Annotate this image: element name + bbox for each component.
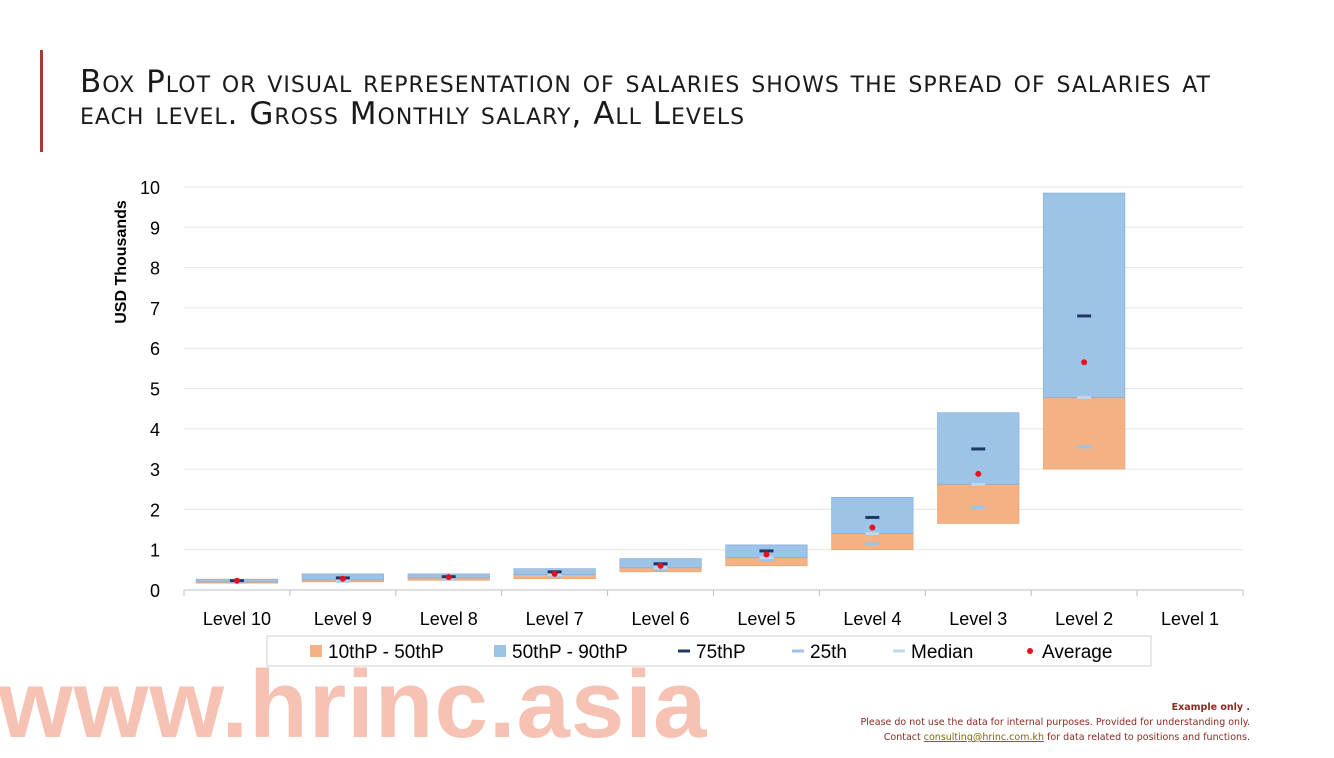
x-tick-label: Level 8 [420, 609, 478, 629]
bar-10th-50th [937, 484, 1020, 524]
x-tick-label: Level 2 [1055, 609, 1113, 629]
marker-average [763, 551, 770, 558]
x-tick-label: Level 5 [737, 609, 795, 629]
y-tick-label: 9 [150, 218, 160, 238]
y-tick-label: 1 [150, 541, 160, 561]
bar-50th-90th [1043, 192, 1126, 398]
y-tick-label: 10 [140, 178, 160, 198]
marker-average [869, 524, 876, 531]
y-tick-label: 0 [150, 581, 160, 601]
y-tick-label: 4 [150, 420, 160, 440]
x-tick-label: Level 6 [632, 609, 690, 629]
x-tick-label: Level 1 [1161, 609, 1219, 629]
y-tick-label: 5 [150, 380, 160, 400]
legend-label: 75thP [696, 642, 746, 663]
legend-label: 10thP - 50thP [328, 642, 444, 663]
y-axis-title: USD Thousands [113, 200, 130, 324]
disclaimer-line: Please do not use the data for internal … [860, 717, 1250, 728]
x-tick-label: Level 3 [949, 609, 1007, 629]
contact-line: Contact consulting@hrinc.com.kh for data… [861, 730, 1250, 745]
legend-label: Median [911, 642, 973, 663]
legend-swatch-10th-50th [310, 645, 322, 657]
contact-email-link[interactable]: consulting@hrinc.com.kh [923, 732, 1045, 743]
marker-average [551, 570, 558, 577]
legend-label: Average [1042, 642, 1112, 663]
example-only-label: Example only . [1171, 702, 1250, 713]
x-tick-label: Level 9 [314, 609, 372, 629]
legend-label: 50thP - 90thP [512, 642, 628, 663]
title-accent-bar [40, 50, 43, 152]
disclaimer-note: Example only . Please do not use the dat… [861, 700, 1250, 745]
y-tick-label: 8 [150, 259, 160, 279]
x-tick-label: Level 7 [526, 609, 584, 629]
y-tick-label: 3 [150, 460, 160, 480]
x-tick-label: Level 10 [203, 609, 271, 629]
contact-prefix: Contact [883, 732, 921, 743]
marker-average [339, 575, 346, 582]
slide-title: Box Plot or visual representation of sal… [80, 64, 1211, 132]
bar-10th-50th [831, 533, 914, 551]
bar-10th-50th [1043, 397, 1126, 470]
marker-average [445, 574, 452, 581]
legend-swatch-50th-90th [494, 645, 506, 657]
contact-suffix: for data related to positions and functi… [1047, 732, 1250, 743]
y-tick-label: 7 [150, 299, 160, 319]
legend-box [266, 635, 1152, 667]
marker-average [975, 470, 982, 477]
marker-average [1081, 359, 1088, 366]
legend-swatch-average [1027, 648, 1033, 654]
y-tick-label: 6 [150, 339, 160, 359]
legend-label: 25th [810, 642, 847, 663]
marker-average [233, 577, 240, 584]
y-tick-label: 2 [150, 500, 160, 520]
x-tick-label: Level 4 [843, 609, 901, 629]
watermark-text: www.hrinc.asia [0, 651, 708, 758]
marker-average [657, 562, 664, 569]
